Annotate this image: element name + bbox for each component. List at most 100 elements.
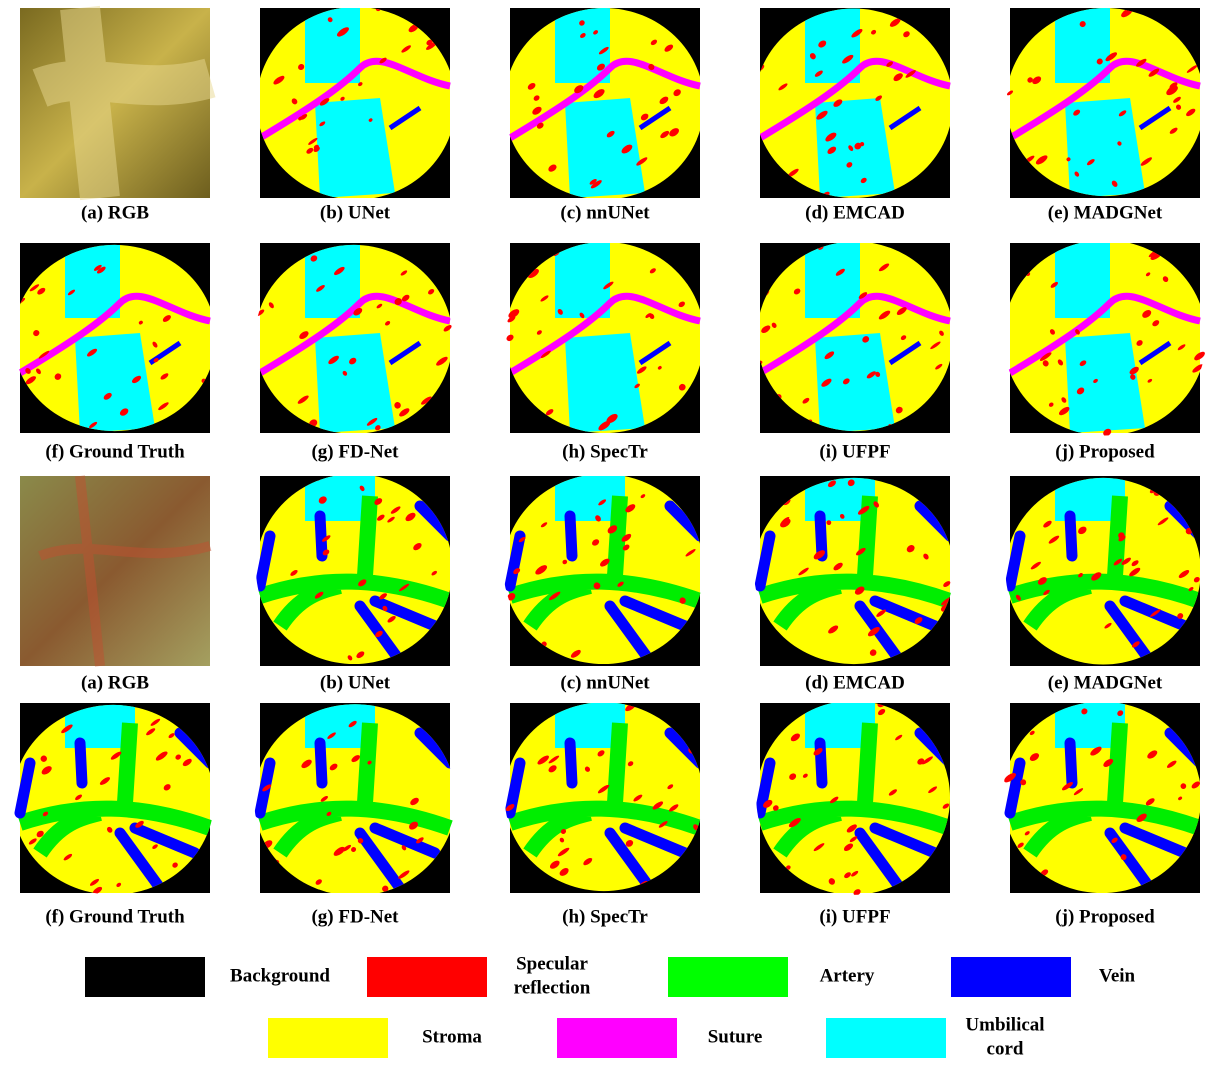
segmentation (254, 704, 456, 896)
specular (273, 75, 285, 85)
specular (1017, 842, 1024, 848)
specular (506, 334, 514, 342)
specular (599, 558, 610, 567)
specular (110, 751, 122, 760)
specular (793, 288, 801, 295)
specular (809, 53, 816, 60)
specular (835, 268, 845, 276)
specular (592, 539, 600, 546)
specular (930, 341, 941, 350)
panel (504, 8, 703, 200)
specular (89, 878, 100, 886)
specular (1194, 351, 1205, 361)
specular (1062, 782, 1073, 791)
specular (340, 96, 345, 101)
specular (1104, 622, 1112, 629)
legend-swatch (268, 1018, 388, 1058)
suture (758, 292, 951, 377)
specular (1078, 526, 1087, 535)
specular (763, 799, 773, 808)
specular (1175, 104, 1182, 110)
specular (851, 28, 863, 38)
specular (1118, 110, 1127, 117)
specular (533, 95, 540, 101)
suture (758, 57, 951, 142)
specular (322, 549, 330, 556)
specular (824, 351, 835, 360)
specular (871, 29, 877, 35)
panel (506, 241, 704, 434)
specular (1180, 783, 1187, 790)
specular (505, 804, 515, 812)
specular (394, 402, 401, 409)
artery (757, 722, 951, 858)
panel-caption: (i) UFPF (819, 906, 890, 927)
specular (678, 383, 686, 391)
segmentation (255, 244, 452, 434)
specular (942, 803, 950, 809)
artery (757, 495, 953, 631)
segmentation (257, 6, 455, 200)
cord (805, 8, 860, 83)
specular (895, 734, 903, 741)
specular (846, 824, 857, 833)
specular (866, 371, 876, 379)
specular (649, 268, 656, 274)
segmentation (1005, 477, 1201, 665)
specular (622, 544, 630, 551)
specular (428, 289, 435, 295)
specular (1057, 359, 1064, 366)
vein (754, 500, 954, 665)
specular (1103, 758, 1114, 768)
legend-label: Stroma (422, 1026, 482, 1047)
specular (162, 315, 171, 322)
specular (813, 550, 826, 560)
specular (379, 593, 387, 600)
specular (905, 70, 916, 78)
specular (636, 157, 648, 166)
specular (359, 485, 365, 492)
specular (268, 302, 274, 309)
specular (1147, 378, 1153, 383)
specular (536, 122, 544, 129)
vein (1138, 340, 1172, 366)
specular (1129, 366, 1139, 375)
specular (1193, 576, 1200, 583)
specular (401, 294, 410, 302)
specular (1131, 641, 1140, 648)
specular (798, 567, 809, 576)
specular (349, 357, 357, 365)
specular (935, 363, 943, 370)
specular (597, 750, 605, 757)
specular (351, 847, 357, 852)
cord (555, 243, 610, 318)
specular (1118, 535, 1126, 542)
specular (1148, 68, 1160, 77)
specular (900, 335, 907, 341)
specular (61, 724, 73, 734)
specular (398, 583, 410, 592)
specular (358, 579, 367, 587)
suture (18, 292, 211, 377)
vein (888, 105, 922, 131)
specular (557, 847, 570, 857)
specular (356, 651, 365, 659)
specular (658, 821, 668, 828)
specular (873, 501, 879, 508)
vein (756, 727, 951, 894)
specular (358, 82, 363, 87)
specular (548, 755, 560, 764)
panel (504, 702, 704, 893)
specular (802, 773, 808, 778)
specular (685, 549, 696, 557)
artery (257, 722, 453, 858)
vein (638, 340, 672, 366)
panel-caption: (c) nnUNet (560, 672, 650, 693)
specular (320, 795, 329, 802)
specular (368, 118, 373, 122)
cord (1055, 8, 1110, 83)
specular (116, 882, 122, 887)
panel-caption: (a) RGB (81, 202, 149, 223)
specular (813, 747, 823, 756)
